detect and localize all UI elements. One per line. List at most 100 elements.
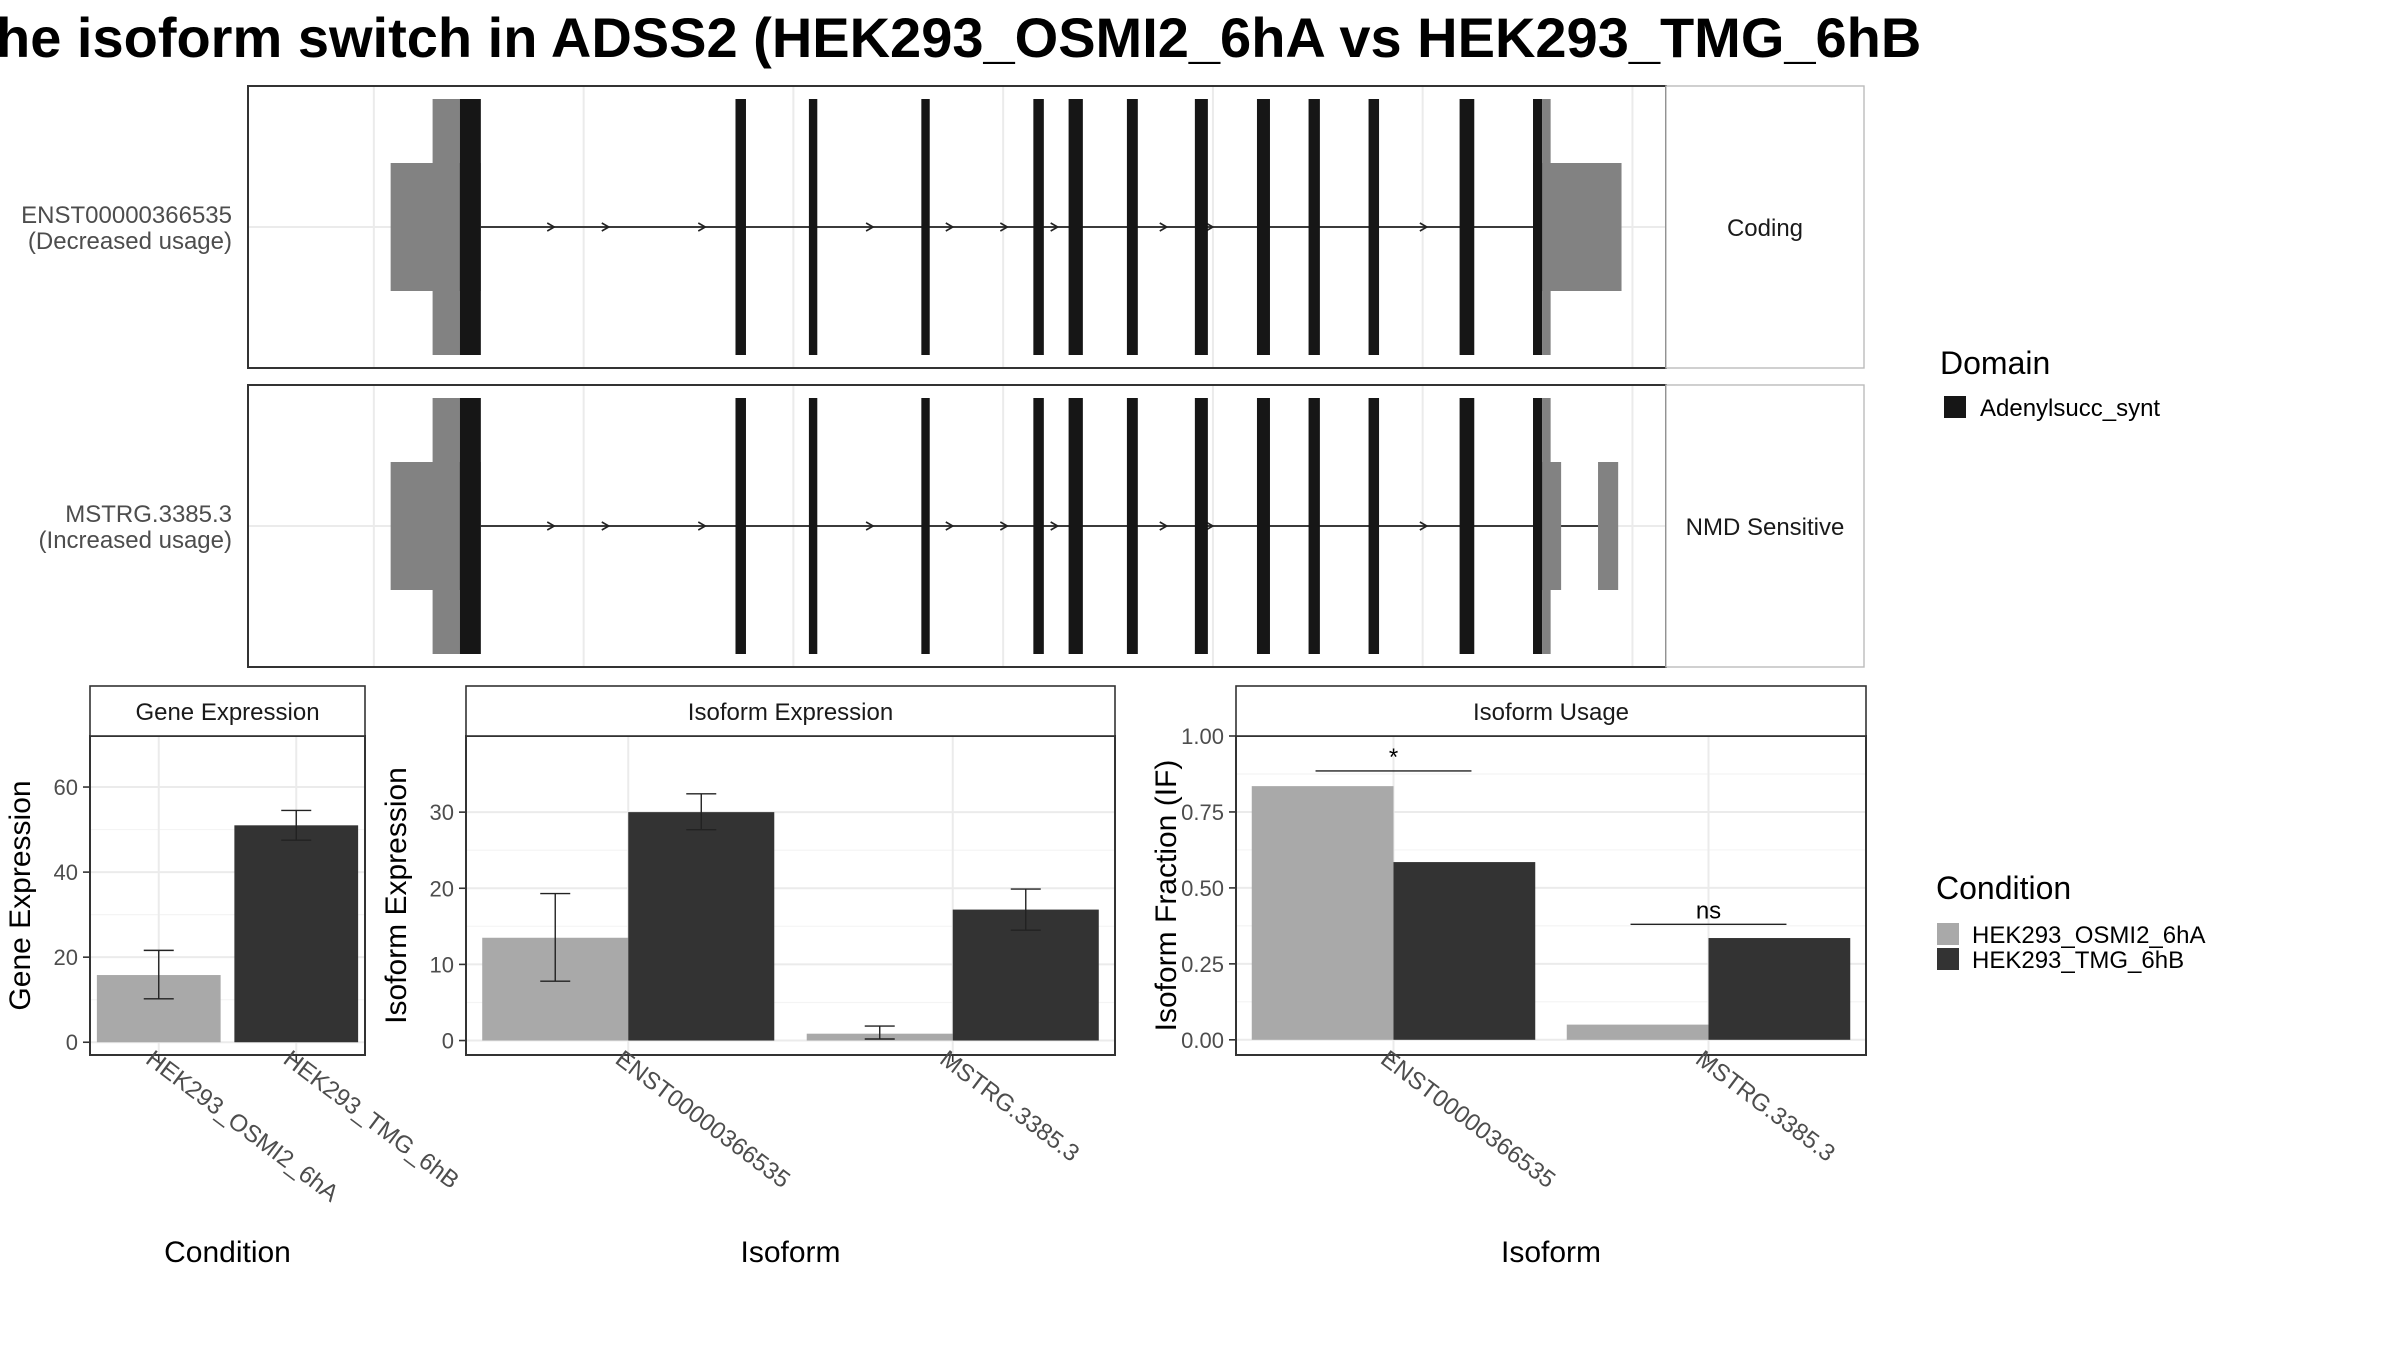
- intron-arrow: [546, 521, 556, 531]
- transcript-usage-label: (Increased usage): [39, 527, 232, 554]
- exon-domain-block: [1033, 398, 1044, 654]
- exon-domain-block: [1126, 99, 1138, 355]
- exon-domain-block: [735, 398, 746, 654]
- y-tick-label: 30: [430, 800, 454, 825]
- intron-arrow: [999, 222, 1009, 232]
- intron-arrow: [945, 521, 955, 531]
- exon-domain-block: [1194, 398, 1208, 654]
- x-axis-title: Isoform: [740, 1236, 840, 1269]
- exon-domain-block: [1368, 398, 1380, 654]
- exon-domain-block: [1533, 99, 1543, 355]
- y-tick-label: 20: [430, 876, 454, 901]
- intron-arrow: [1050, 521, 1060, 531]
- facet-strip: [1665, 384, 1865, 668]
- y-tick-label: 0.25: [1181, 952, 1224, 977]
- x-axis-title: Isoform: [1501, 1236, 1601, 1269]
- facet-strip: [89, 685, 366, 737]
- condition-legend-key: [1937, 923, 1959, 945]
- chart-panel: 0.00 0.25 0.50 0.75 1.00 * ns Isoform Usage ENST…: [1150, 685, 1867, 1269]
- facet-strip: [1235, 685, 1867, 737]
- exon-domain-block: [735, 99, 746, 355]
- facet-strip: [1665, 85, 1865, 369]
- exon-domain-block: [1459, 398, 1475, 654]
- bar: [952, 909, 1099, 1041]
- y-tick-label: 60: [54, 775, 78, 800]
- y-axis-title: Isoform Fraction (IF): [1150, 760, 1183, 1032]
- y-tick-label: 20: [54, 945, 78, 970]
- exon-domain-block: [808, 398, 818, 654]
- facet-strip: [465, 685, 1116, 737]
- bar: [1708, 938, 1851, 1040]
- y-axis-title: Gene Expression: [4, 780, 37, 1010]
- transcript-usage-label: (Decreased usage): [28, 228, 232, 255]
- exon-domain-block: [459, 99, 481, 355]
- condition-legend-key: [1937, 948, 1959, 970]
- intron-arrow: [1419, 521, 1429, 531]
- exon-domain-block: [921, 99, 930, 355]
- utr-block: [1598, 462, 1619, 590]
- exon-domain-block: [808, 99, 818, 355]
- x-tick-label: ENST00000366535: [610, 1045, 795, 1193]
- x-tick-label: ENST00000366535: [1376, 1045, 1561, 1193]
- exon-domain-block: [1033, 99, 1044, 355]
- intron-arrow: [1159, 222, 1169, 232]
- utr-cds-junction: [432, 99, 460, 355]
- x-axis-title: Condition: [164, 1236, 291, 1269]
- chart-panel: 0 10 20 30 Isoform Expression ENST00000366535…: [380, 685, 1116, 1269]
- condition-legend-title: Condition: [1936, 870, 2071, 906]
- y-tick-label: 0.50: [1181, 876, 1224, 901]
- intron-arrow: [697, 521, 707, 531]
- domain-legend-key: [1944, 396, 1966, 418]
- intron-arrow: [865, 521, 875, 531]
- exon-domain-block: [1256, 99, 1270, 355]
- intron-arrow: [697, 222, 707, 232]
- bar: [628, 812, 775, 1041]
- intron-arrow: [601, 222, 611, 232]
- chart-title: Gene Expression: [135, 699, 319, 726]
- bar: [1393, 862, 1536, 1040]
- transcript-row: NMD Sensitive MSTRG.3385.3(Increased usag…: [39, 384, 1865, 668]
- y-axis-title: Isoform Expression: [380, 767, 413, 1024]
- exon-domain-block: [1459, 99, 1475, 355]
- condition-legend-label: HEK293_OSMI2_6hA: [1972, 922, 2205, 949]
- condition-legend-label: HEK293_TMG_6hB: [1972, 947, 2184, 974]
- exon-domain-block: [1068, 99, 1083, 355]
- transcript-structure-panel: Coding ENST00000366535(Decreased usage) NM…: [21, 85, 1865, 668]
- intron-arrow: [601, 521, 611, 531]
- exon-domain-block: [1068, 398, 1083, 654]
- intron-arrow: [1205, 222, 1215, 232]
- exon-domain-block: [1308, 398, 1320, 654]
- x-tick-label: MSTRG.3385.3: [935, 1045, 1084, 1167]
- bar: [1251, 786, 1394, 1040]
- utr-cds-junction: [432, 398, 460, 654]
- intron-arrow: [945, 222, 955, 232]
- y-tick-label: 1.00: [1181, 724, 1224, 749]
- exon-domain-block: [459, 398, 481, 654]
- y-tick-label: 10: [430, 952, 454, 977]
- exon-domain-block: [1368, 99, 1380, 355]
- utr-cds-junction: [1542, 398, 1551, 654]
- transcript-name-label: ENST00000366535: [21, 202, 232, 229]
- utr-cds-junction: [1542, 99, 1551, 355]
- intron-arrow: [546, 222, 556, 232]
- chart-title: Isoform Usage: [1473, 699, 1629, 726]
- y-tick-label: 0: [442, 1029, 454, 1054]
- y-tick-label: 0: [66, 1030, 78, 1055]
- intron-arrow: [865, 222, 875, 232]
- y-tick-label: 40: [54, 860, 78, 885]
- domain-legend-label: Adenylsucc_synt: [1980, 395, 2160, 422]
- transcript-name-label: MSTRG.3385.3: [65, 501, 232, 528]
- figure-title: he isoform switch in ADSS2 (HEK293_OSMI2…: [0, 6, 1921, 69]
- exon-domain-block: [1126, 398, 1138, 654]
- significance-label: *: [1389, 744, 1398, 771]
- intron-arrow: [1419, 222, 1429, 232]
- significance-label: ns: [1696, 897, 1721, 924]
- y-tick-label: 0.00: [1181, 1028, 1224, 1053]
- transcript-row: Coding ENST00000366535(Decreased usage): [21, 85, 1865, 369]
- x-tick-label: MSTRG.3385.3: [1691, 1045, 1840, 1167]
- intron-arrow: [1159, 521, 1169, 531]
- chart-title: Isoform Expression: [688, 699, 893, 726]
- intron-arrow: [1050, 222, 1060, 232]
- bar: [234, 825, 359, 1043]
